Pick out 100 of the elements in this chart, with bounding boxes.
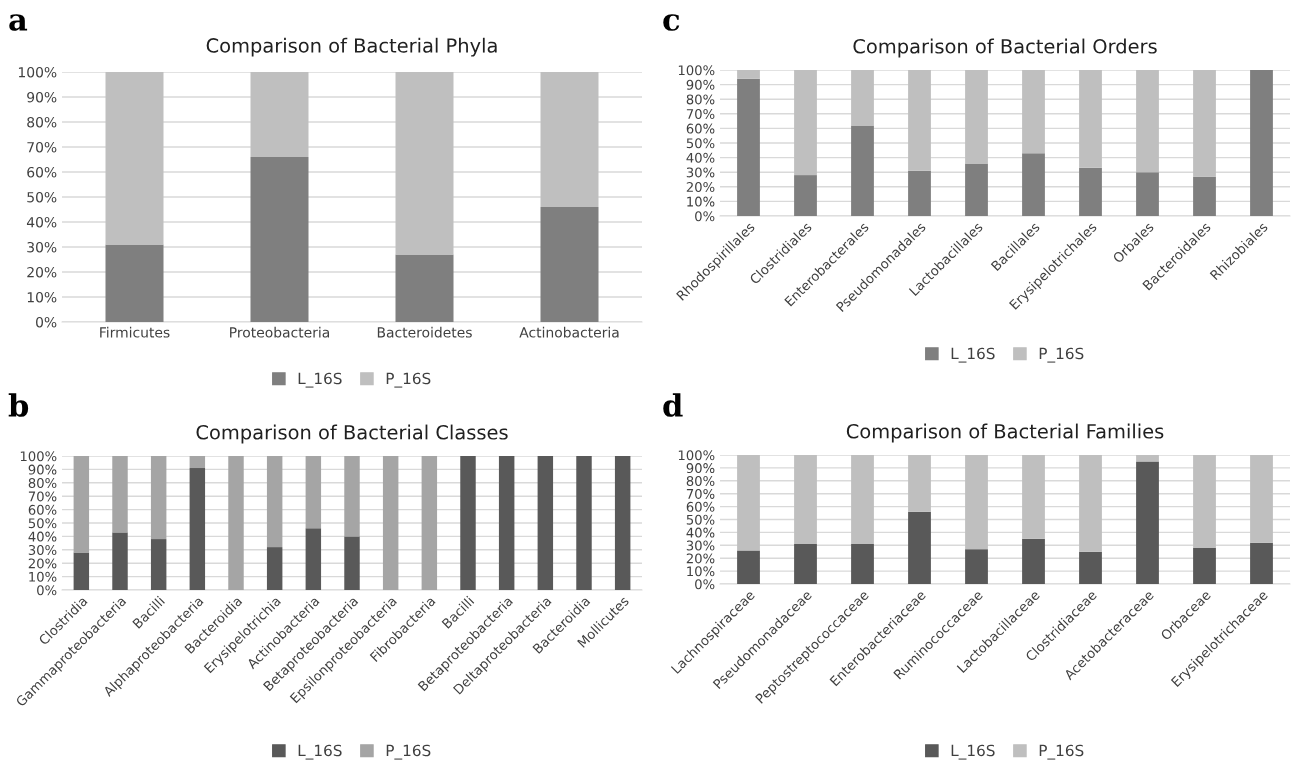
bar — [105, 72, 164, 245]
y-tick-label: 90% — [28, 464, 57, 475]
bar — [540, 207, 599, 322]
bar — [382, 456, 399, 590]
y-tick-label: 30% — [686, 167, 715, 178]
y-tick-label: 70% — [28, 491, 57, 502]
text: d — [663, 393, 683, 417]
y-tick-label: 90% — [686, 463, 715, 474]
bar — [794, 455, 817, 545]
bar — [1022, 538, 1045, 584]
y-tick-label: 10% — [29, 571, 57, 582]
bar — [1250, 542, 1273, 584]
bar — [908, 455, 931, 512]
y-tick-label: 100% — [678, 450, 715, 461]
bar — [737, 455, 760, 551]
text: b — [8, 393, 29, 417]
bar — [266, 456, 283, 548]
x-tick-label: Bacteroidetes — [377, 326, 472, 338]
y-tick-label: 80% — [28, 478, 57, 488]
y-tick-label: 100% — [678, 65, 715, 76]
y-tick-label: 20% — [686, 182, 715, 192]
y-tick-label: 10% — [687, 566, 715, 577]
y-tick-label: 20% — [686, 553, 715, 564]
legend-label: P_16S — [1039, 744, 1084, 760]
bar — [1193, 547, 1216, 584]
x-tick-label: Proteobacteria — [230, 326, 330, 338]
chart-title: Comparison of Bacterial Orders — [853, 38, 1157, 58]
bar — [1079, 70, 1102, 168]
y-tick-label: 0% — [37, 585, 57, 596]
chart-title: Comparison of Bacterial Phyla — [206, 37, 497, 57]
y-tick-label: 40% — [686, 152, 715, 163]
bar — [908, 511, 931, 584]
bar — [737, 70, 760, 79]
bar — [73, 456, 90, 553]
text: a — [9, 14, 28, 31]
y-tick-label: 90% — [686, 79, 715, 90]
bar — [1193, 70, 1216, 177]
bar — [965, 70, 988, 164]
x-tick-label: Firmicutes — [100, 326, 170, 338]
bar — [794, 175, 817, 216]
bar — [537, 456, 554, 590]
bar — [1136, 70, 1159, 173]
bar — [794, 544, 817, 584]
legend-label: L_16S — [951, 744, 995, 760]
y-tick-label: 60% — [27, 166, 57, 178]
bar — [737, 78, 760, 216]
bar — [250, 72, 309, 157]
bar — [851, 455, 874, 545]
y-tick-label: 10% — [687, 196, 715, 207]
y-tick-label: 100% — [18, 66, 57, 78]
bar — [1250, 455, 1273, 543]
bar — [614, 456, 631, 590]
y-tick-label: 60% — [28, 504, 57, 515]
y-tick-label: 20% — [27, 266, 57, 278]
y-tick-label: 30% — [28, 545, 57, 555]
bar — [189, 456, 206, 469]
bar — [576, 456, 592, 590]
y-tick-label: 60% — [686, 501, 715, 512]
bar — [150, 456, 167, 540]
y-tick-label: 0% — [36, 316, 57, 328]
bar — [1079, 455, 1102, 552]
x-tick-label: Actinobacteria — [519, 326, 619, 338]
bar — [250, 157, 309, 322]
y-tick-label: 40% — [686, 527, 715, 538]
bar — [1136, 172, 1159, 216]
y-tick-label: 20% — [28, 558, 57, 569]
bar — [112, 456, 128, 533]
y-tick-label: 50% — [686, 138, 715, 149]
bar — [105, 244, 164, 322]
bar — [1193, 455, 1216, 548]
bar — [965, 455, 988, 550]
legend-label: L_16S — [951, 347, 995, 363]
bar — [228, 456, 244, 590]
chart-title: Comparison of Bacterial Families — [846, 423, 1164, 443]
bar — [498, 456, 515, 590]
y-tick-label: 100% — [20, 451, 57, 462]
y-tick-label: 70% — [27, 141, 57, 153]
y-tick-label: 80% — [27, 116, 57, 128]
legend-label: P_16S — [386, 372, 431, 388]
text: c — [663, 14, 680, 31]
y-tick-label: 0% — [695, 579, 715, 590]
bar — [344, 536, 360, 590]
bar — [395, 254, 454, 322]
y-tick-label: 70% — [686, 488, 715, 499]
legend-label: P_16S — [386, 744, 431, 760]
bar — [305, 528, 322, 590]
bar — [112, 532, 128, 590]
bar — [1022, 70, 1045, 154]
bar — [305, 456, 322, 529]
bar — [794, 70, 817, 176]
bar — [851, 125, 874, 216]
bar — [189, 468, 206, 590]
bar — [1136, 461, 1159, 584]
bar — [1022, 455, 1045, 539]
bar — [1079, 551, 1102, 584]
y-tick-label: 40% — [28, 531, 57, 542]
bar — [266, 547, 283, 590]
bar — [460, 456, 476, 590]
y-tick-label: 0% — [695, 211, 715, 222]
bar — [1022, 153, 1045, 216]
